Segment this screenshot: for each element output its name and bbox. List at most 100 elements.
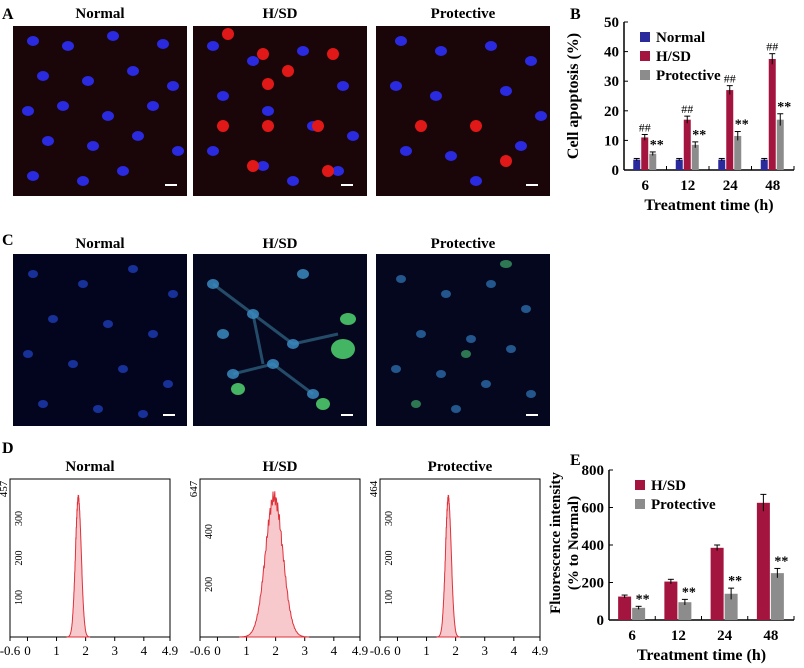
legend-label-0: H/SD	[651, 478, 686, 494]
bar-hsd-6	[618, 596, 632, 620]
histogram-xtick-1-2: 1	[243, 643, 250, 658]
bar-normal-6	[633, 159, 641, 170]
x-tick-label-0: 6	[642, 178, 650, 194]
annotation-protective-24: **	[735, 118, 749, 133]
histogram-xtick-0-1: 0	[24, 643, 31, 658]
histogram-xtick-2-3: 2	[452, 643, 459, 658]
micrograph-a-protective-cells	[390, 36, 547, 186]
histogram-xtick-2-2: 1	[423, 643, 430, 658]
y-tick-label-0: 0	[612, 163, 620, 179]
histogram-xtick-1-4: 3	[301, 643, 308, 658]
panel-letter-d: D	[2, 440, 14, 457]
y-tick-label-5: 50	[604, 15, 619, 31]
panel-a-title-protective: Protective	[430, 6, 496, 22]
histogram-ytick-1-1: 200	[204, 577, 215, 592]
bar-hsd-24	[726, 90, 734, 170]
y-axis-label-line2: (% to Normal)	[566, 496, 582, 590]
histogram-xtick-1-3: 2	[272, 643, 279, 658]
y-tick-label-4: 800	[582, 463, 605, 479]
histogram-ytick-0-0: 300	[14, 511, 25, 526]
histogram-xtick-0-4: 3	[111, 643, 118, 658]
legend-swatch-0	[635, 480, 645, 490]
annotation-hsd-48: ##	[766, 40, 778, 54]
x-tick-label-1: 12	[671, 628, 686, 644]
micrograph-c-normal-cells	[23, 265, 178, 418]
panel-letter-a: A	[2, 6, 14, 23]
bar-normal-48	[760, 159, 768, 170]
histogram-xtick-1-1: 0	[214, 643, 221, 658]
panel-b-chart: 0 10 20 30 40 50 6 ## ** 12 ## ** 24 ## ** 48 ## ** Treatm…	[565, 15, 795, 214]
legend-swatch-1	[635, 499, 645, 509]
micrograph-c-normal	[13, 254, 187, 426]
histogram-xtick-0-6: 4.9	[162, 643, 178, 658]
y-tick-label-2: 400	[582, 538, 605, 554]
x-tick-label-3: 48	[765, 178, 780, 194]
bar-hsd-48	[768, 59, 776, 170]
histogram-ymax-2: 464	[368, 480, 380, 497]
panel-letter-e: E	[570, 452, 581, 469]
bar-protective-48	[770, 573, 784, 620]
histogram-xtick-2-4: 3	[481, 643, 488, 658]
legend-label-2: Protective	[656, 68, 721, 84]
histogram-peak-1	[239, 491, 310, 638]
y-axis-label: Cell apoptosis (%)	[565, 33, 582, 159]
histogram-xtick-0-3: 2	[82, 643, 89, 658]
histogram-title-1: H/SD	[262, 459, 297, 475]
panel-c-title-protective: Protective	[430, 236, 496, 252]
histogram-peak-0	[66, 494, 91, 638]
bar-hsd-24	[710, 547, 724, 620]
histogram-xtick-1-6: 4.9	[352, 643, 368, 658]
histogram-ytick-1-0: 400	[204, 524, 215, 539]
histogram-ytick-0-2: 100	[14, 590, 25, 605]
x-tick-label-2: 24	[723, 178, 739, 194]
annotation-protective-12: **	[692, 128, 706, 143]
annotation-protective-6: **	[650, 138, 664, 153]
histogram-xtick-0-5: 4	[141, 643, 148, 658]
panel-e-chart: 0 200 400 600 800 6 ** 12 ** 24 ** 48 ** Treatment ti…	[548, 463, 795, 664]
histogram-xtick-2-6: 4.9	[532, 643, 548, 658]
micrograph-c-hsd-cells	[207, 269, 356, 416]
histogram-ytick-0-1: 200	[14, 551, 25, 566]
histogram-frame-0	[9, 478, 171, 638]
y-tick-label-3: 30	[604, 74, 619, 90]
micrograph-a-normal-cells	[22, 31, 184, 186]
panel-c-title-hsd: H/SD	[262, 236, 298, 252]
bar-normal-24	[718, 159, 726, 170]
histogram-xtick-2-1: 0	[394, 643, 401, 658]
y-tick-label-3: 600	[582, 501, 605, 517]
x-axis-label: Treatment time (h)	[637, 647, 766, 664]
histogram-ytick-2-1: 200	[384, 551, 395, 566]
micrograph-a-protective	[376, 26, 550, 196]
bar-hsd-48	[756, 502, 770, 620]
legend-swatch-2	[640, 70, 650, 80]
y-tick-label-0: 0	[597, 613, 605, 629]
annotation-protective-12: **	[682, 585, 696, 600]
x-axis-label: Treatment time (h)	[644, 197, 773, 214]
x-tick-label-1: 12	[680, 178, 695, 194]
annotation-protective-24: **	[728, 574, 742, 589]
histogram-title-0: Normal	[65, 459, 114, 475]
micrograph-a-hsd	[193, 26, 367, 196]
legend-swatch-1	[640, 51, 650, 61]
bar-hsd-6	[641, 137, 649, 170]
bar-protective-48	[776, 119, 784, 170]
x-tick-label-2: 24	[717, 628, 733, 644]
bar-protective-6	[632, 607, 646, 620]
histogram-title-2: Protective	[428, 459, 493, 475]
y-tick-label-1: 10	[604, 133, 619, 149]
legend-swatch-0	[640, 32, 650, 42]
histogram-ymax-1: 647	[188, 480, 200, 497]
histogram-xtick-0-0: -0.6	[0, 643, 21, 658]
bar-normal-12	[675, 159, 683, 170]
bar-protective-24	[724, 593, 738, 620]
histogram-ymax-0: 457	[0, 480, 10, 497]
histogram-xtick-2-5: 4	[511, 643, 518, 658]
panel-c-title-normal: Normal	[75, 236, 125, 252]
annotation-protective-48: **	[777, 100, 791, 115]
micrograph-a-normal	[13, 26, 187, 196]
histogram-xtick-1-5: 4	[331, 643, 338, 658]
annotation-hsd-6: ##	[639, 120, 651, 134]
micrograph-c-protective-cells	[391, 260, 538, 416]
panel-a-title-hsd: H/SD	[262, 6, 298, 22]
